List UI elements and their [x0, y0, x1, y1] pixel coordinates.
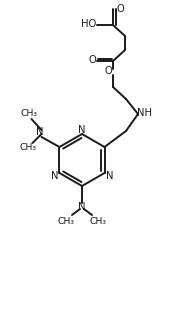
- Text: HO: HO: [81, 19, 97, 29]
- Text: O: O: [88, 55, 96, 65]
- Text: CH₃: CH₃: [57, 217, 75, 227]
- Text: N: N: [78, 125, 86, 135]
- Text: N: N: [106, 171, 113, 181]
- Text: N: N: [78, 202, 86, 212]
- Text: N: N: [36, 127, 43, 137]
- Text: N: N: [51, 171, 58, 181]
- Text: NH: NH: [138, 108, 152, 118]
- Text: O: O: [116, 4, 124, 14]
- Text: CH₃: CH₃: [20, 144, 37, 153]
- Text: CH₃: CH₃: [21, 109, 38, 118]
- Text: CH₃: CH₃: [89, 217, 107, 227]
- Text: O: O: [104, 66, 112, 76]
